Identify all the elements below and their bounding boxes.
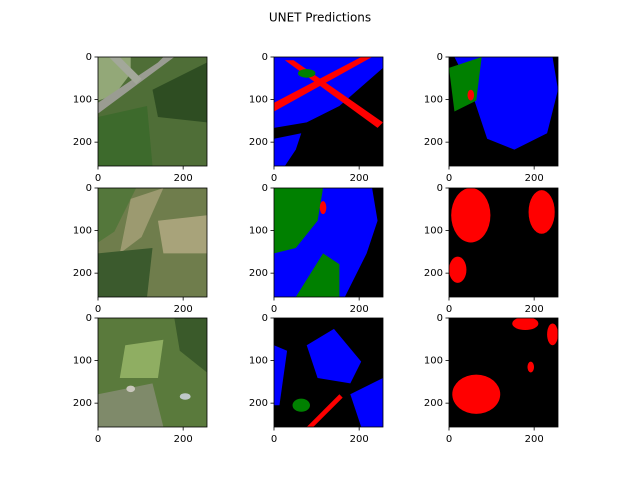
axes-frame xyxy=(97,187,208,298)
axes-frame xyxy=(97,56,208,167)
image-region xyxy=(98,383,164,427)
y-tick-label: 0 xyxy=(262,313,268,324)
image-region xyxy=(306,328,362,384)
y-tick-label: 0 xyxy=(86,183,92,194)
image-region xyxy=(274,188,324,254)
image-panel xyxy=(274,57,383,166)
x-tick-label: 200 xyxy=(525,173,544,184)
y-tick-label: 0 xyxy=(437,183,443,194)
x-tick-label: 200 xyxy=(525,434,544,445)
image-region xyxy=(126,385,136,393)
y-tick-label: 0 xyxy=(86,52,92,63)
image-region xyxy=(350,377,383,427)
y-tick-label: 200 xyxy=(249,398,268,409)
axes-frame xyxy=(97,317,208,428)
image-panel xyxy=(98,57,207,166)
y-tick-label: 100 xyxy=(424,95,443,106)
y-tick-label: 200 xyxy=(249,268,268,279)
image-region xyxy=(528,190,555,234)
x-tick-label: 0 xyxy=(446,434,452,445)
image-panel xyxy=(98,188,207,297)
image-region xyxy=(174,318,207,373)
x-tick-label: 200 xyxy=(174,173,193,184)
image-region xyxy=(295,253,340,297)
y-tick-label: 100 xyxy=(424,356,443,367)
y-tick-label: 100 xyxy=(249,356,268,367)
image-region xyxy=(292,398,310,412)
y-tick-label: 200 xyxy=(424,137,443,148)
y-tick-label: 200 xyxy=(249,137,268,148)
x-tick-label: 0 xyxy=(446,173,452,184)
image-region xyxy=(98,106,153,166)
image-region xyxy=(152,62,207,123)
y-tick-label: 100 xyxy=(249,226,268,237)
image-panel xyxy=(274,188,383,297)
x-tick-label: 200 xyxy=(174,434,193,445)
image-region xyxy=(452,374,501,414)
y-tick-label: 0 xyxy=(437,52,443,63)
y-tick-label: 100 xyxy=(73,356,92,367)
image-region xyxy=(98,57,175,114)
axes-frame xyxy=(273,56,384,167)
x-tick-label: 0 xyxy=(271,304,277,315)
y-tick-label: 200 xyxy=(73,137,92,148)
x-tick-label: 0 xyxy=(271,173,277,184)
image-panel xyxy=(449,57,558,166)
x-tick-label: 200 xyxy=(350,304,369,315)
axes-frame xyxy=(448,56,559,167)
image-region xyxy=(98,247,153,297)
y-tick-label: 100 xyxy=(424,226,443,237)
x-tick-label: 200 xyxy=(350,434,369,445)
image-region xyxy=(119,188,164,254)
image-region xyxy=(274,345,288,406)
image-region xyxy=(108,57,142,85)
image-region xyxy=(319,201,327,215)
image-panel xyxy=(449,318,558,427)
axes-frame xyxy=(448,187,559,298)
y-tick-label: 0 xyxy=(86,313,92,324)
y-tick-label: 200 xyxy=(73,268,92,279)
y-tick-label: 200 xyxy=(73,398,92,409)
axes-frame xyxy=(448,317,559,428)
x-tick-label: 200 xyxy=(525,304,544,315)
y-tick-label: 0 xyxy=(262,183,268,194)
y-tick-label: 100 xyxy=(249,95,268,106)
image-region xyxy=(449,256,467,283)
image-region xyxy=(527,361,535,373)
image-region xyxy=(547,323,558,346)
image-region xyxy=(454,57,558,150)
axes-frame xyxy=(273,187,384,298)
axes-frame xyxy=(273,317,384,428)
y-tick-label: 0 xyxy=(262,52,268,63)
image-panel xyxy=(449,188,558,297)
y-tick-label: 200 xyxy=(424,268,443,279)
image-region xyxy=(274,133,302,166)
image-region xyxy=(344,188,383,297)
x-tick-label: 0 xyxy=(446,304,452,315)
image-region xyxy=(306,394,343,427)
image-region xyxy=(179,393,191,400)
image-region xyxy=(119,339,164,378)
x-tick-label: 0 xyxy=(95,173,101,184)
x-tick-label: 0 xyxy=(271,434,277,445)
y-tick-label: 100 xyxy=(73,226,92,237)
figure-title: UNET Predictions xyxy=(269,11,371,25)
x-tick-label: 200 xyxy=(174,304,193,315)
image-region xyxy=(297,68,316,78)
x-tick-label: 0 xyxy=(95,304,101,315)
x-tick-label: 0 xyxy=(95,434,101,445)
x-tick-label: 200 xyxy=(350,173,369,184)
y-tick-label: 0 xyxy=(437,313,443,324)
image-panel xyxy=(274,318,383,427)
image-panel xyxy=(98,318,207,427)
image-region xyxy=(157,215,207,254)
image-region xyxy=(512,318,539,330)
image-region xyxy=(467,89,475,101)
y-tick-label: 200 xyxy=(424,398,443,409)
image-region xyxy=(98,188,137,243)
y-tick-label: 100 xyxy=(73,95,92,106)
image-region xyxy=(451,188,491,243)
